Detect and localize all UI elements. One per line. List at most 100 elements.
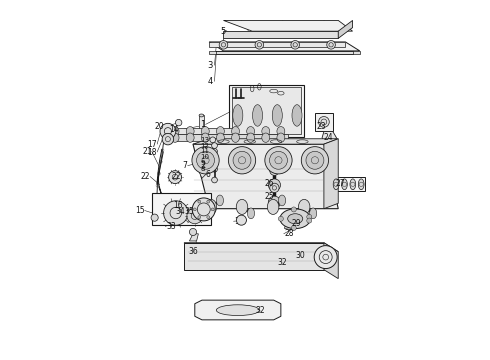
Text: 3: 3: [207, 61, 213, 70]
Bar: [261, 166, 288, 198]
Text: 18: 18: [147, 148, 157, 157]
Circle shape: [307, 218, 312, 223]
Ellipse shape: [199, 114, 204, 117]
Circle shape: [212, 166, 218, 172]
Circle shape: [291, 41, 299, 49]
Polygon shape: [216, 139, 310, 144]
Circle shape: [327, 41, 335, 49]
Circle shape: [307, 214, 312, 219]
Text: 19: 19: [234, 217, 244, 226]
Ellipse shape: [298, 199, 310, 215]
Circle shape: [207, 200, 210, 203]
Circle shape: [301, 147, 329, 174]
Text: 13: 13: [200, 137, 209, 143]
Polygon shape: [184, 243, 324, 270]
Ellipse shape: [217, 127, 224, 136]
Ellipse shape: [342, 179, 347, 190]
Circle shape: [198, 216, 201, 219]
Ellipse shape: [277, 127, 285, 136]
Ellipse shape: [246, 127, 255, 136]
Text: 7: 7: [183, 161, 188, 170]
Ellipse shape: [236, 199, 248, 215]
Circle shape: [192, 198, 215, 221]
Circle shape: [151, 214, 158, 221]
Text: 29: 29: [292, 219, 301, 228]
Text: 14: 14: [169, 125, 179, 134]
Polygon shape: [170, 128, 288, 134]
Polygon shape: [209, 51, 360, 54]
Circle shape: [210, 137, 216, 143]
Ellipse shape: [252, 105, 263, 126]
Circle shape: [269, 179, 280, 191]
Circle shape: [291, 225, 296, 230]
Text: 30: 30: [295, 251, 305, 260]
Text: 2: 2: [200, 161, 205, 170]
Circle shape: [265, 147, 292, 174]
Polygon shape: [209, 42, 345, 47]
Text: 21: 21: [142, 147, 152, 156]
Ellipse shape: [358, 179, 364, 190]
Circle shape: [269, 196, 280, 208]
Circle shape: [160, 123, 176, 139]
Text: 33: 33: [166, 222, 176, 231]
Text: 9: 9: [200, 160, 205, 166]
Ellipse shape: [201, 133, 209, 142]
Circle shape: [211, 208, 214, 211]
Polygon shape: [322, 132, 337, 145]
Ellipse shape: [232, 133, 240, 142]
Text: 27: 27: [336, 179, 345, 188]
Circle shape: [162, 134, 173, 145]
Circle shape: [306, 151, 324, 169]
Ellipse shape: [205, 199, 217, 215]
Circle shape: [314, 246, 337, 269]
Polygon shape: [190, 234, 198, 241]
Polygon shape: [223, 21, 353, 31]
Ellipse shape: [350, 179, 356, 190]
Ellipse shape: [201, 127, 209, 136]
Text: 31: 31: [191, 215, 200, 224]
Circle shape: [270, 151, 288, 169]
Polygon shape: [184, 243, 338, 252]
Circle shape: [164, 201, 188, 225]
Ellipse shape: [232, 127, 240, 136]
Text: 20: 20: [155, 122, 164, 131]
Text: 10: 10: [200, 154, 209, 161]
Circle shape: [169, 171, 181, 184]
Circle shape: [194, 208, 196, 211]
Ellipse shape: [262, 127, 270, 136]
Circle shape: [228, 147, 256, 174]
Circle shape: [198, 200, 201, 203]
Text: 34: 34: [175, 207, 185, 216]
Ellipse shape: [288, 214, 303, 224]
Circle shape: [236, 215, 246, 225]
Ellipse shape: [272, 105, 282, 126]
Text: 8: 8: [200, 166, 205, 172]
Ellipse shape: [233, 105, 243, 126]
Ellipse shape: [310, 208, 317, 219]
Text: 35: 35: [184, 207, 194, 216]
Ellipse shape: [318, 117, 329, 127]
Circle shape: [255, 41, 264, 49]
Bar: [229, 85, 304, 137]
Ellipse shape: [171, 133, 179, 142]
Polygon shape: [209, 42, 360, 51]
Ellipse shape: [246, 133, 255, 142]
Text: 15: 15: [135, 206, 145, 215]
Text: 17: 17: [147, 140, 157, 149]
Circle shape: [270, 183, 279, 193]
Polygon shape: [285, 224, 295, 230]
Text: 4: 4: [207, 77, 213, 86]
Circle shape: [219, 41, 228, 49]
Polygon shape: [195, 300, 281, 320]
Ellipse shape: [333, 179, 339, 190]
Text: 25: 25: [264, 192, 274, 201]
Text: 22: 22: [141, 172, 150, 181]
Circle shape: [212, 160, 218, 166]
Text: 22: 22: [172, 172, 181, 181]
Polygon shape: [232, 87, 300, 134]
Ellipse shape: [280, 209, 311, 229]
Bar: [331, 177, 365, 192]
Circle shape: [196, 151, 215, 169]
Text: 6: 6: [205, 170, 210, 179]
Circle shape: [212, 177, 218, 183]
